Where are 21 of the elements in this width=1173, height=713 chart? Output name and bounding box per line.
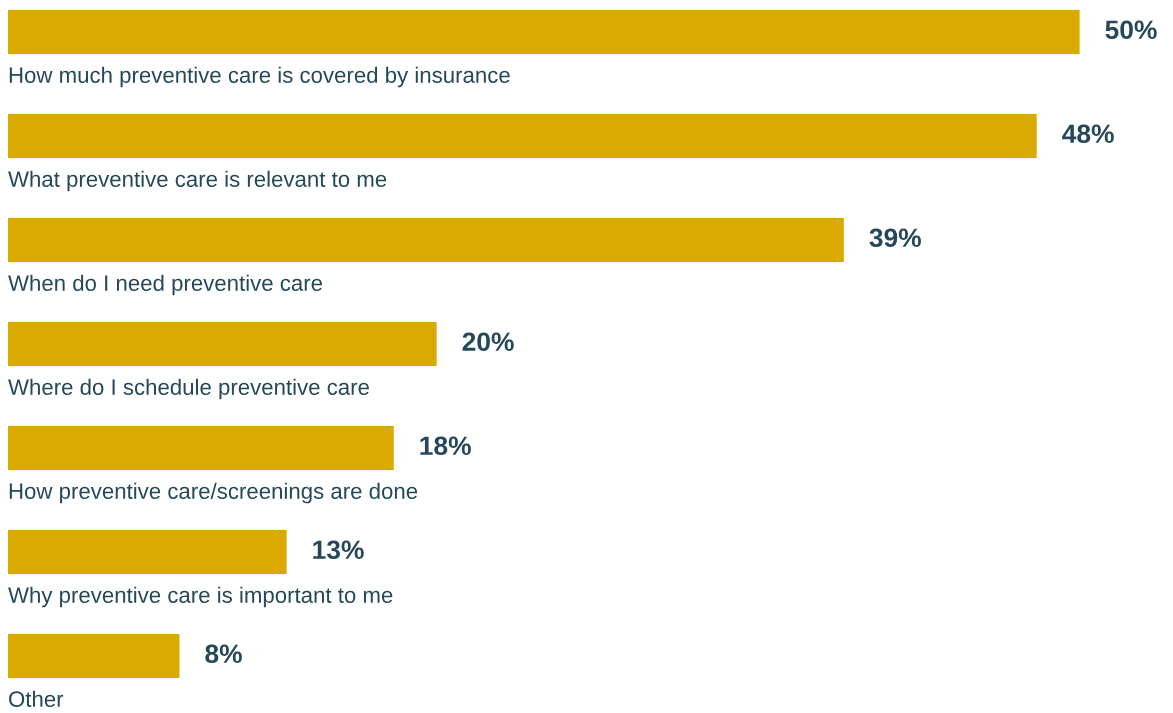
data-label: 48% bbox=[1062, 124, 1114, 144]
data-label: 18% bbox=[420, 436, 471, 456]
y-tick-label: Other bbox=[9, 690, 64, 707]
y-tick-label: How much preventive care is covered by insurance bbox=[9, 66, 510, 88]
bar bbox=[8, 114, 1037, 158]
data-label: 50% bbox=[1105, 20, 1157, 40]
bar bbox=[8, 426, 394, 470]
bar bbox=[8, 10, 1080, 54]
y-tick-label: Why preventive care is important to me bbox=[8, 586, 393, 608]
data-label: 13% bbox=[313, 540, 364, 560]
bar bbox=[8, 530, 287, 574]
bar bbox=[8, 634, 180, 678]
data-label: 39% bbox=[869, 228, 921, 248]
y-tick-label: How preventive care/screenings are done bbox=[9, 482, 418, 504]
bar bbox=[8, 322, 437, 366]
y-tick-label: What preventive care is relevant to me bbox=[8, 170, 387, 192]
data-label: 20% bbox=[462, 332, 514, 352]
y-tick-label: When do I need preventive care bbox=[8, 274, 323, 296]
bar bbox=[8, 218, 844, 262]
data-label: 8% bbox=[205, 644, 242, 664]
y-tick-label: Where do I schedule preventive care bbox=[8, 378, 369, 400]
